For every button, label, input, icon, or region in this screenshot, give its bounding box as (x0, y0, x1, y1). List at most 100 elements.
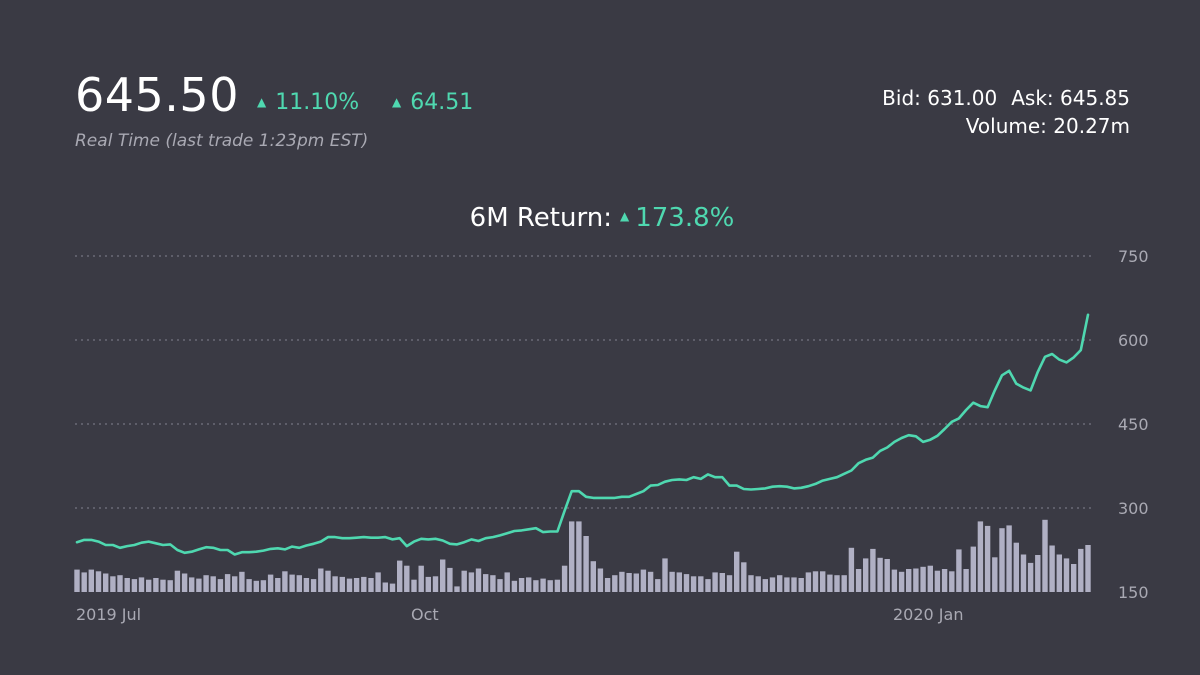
volume-bar (346, 578, 353, 592)
volume-bar (203, 575, 209, 592)
volume-bar (475, 568, 482, 592)
volume-bar (647, 571, 654, 592)
volume-bar (246, 579, 252, 592)
price-line (75, 313, 1090, 556)
volume-bar (619, 571, 625, 592)
volume-bar (88, 569, 94, 592)
volume-bar (461, 570, 467, 592)
volume-bar (820, 571, 826, 592)
volume-bar (963, 569, 969, 592)
volume-bar (232, 576, 238, 592)
volume-bar (784, 577, 790, 592)
volume-bar (741, 562, 747, 592)
volume-bar (1027, 562, 1034, 592)
volume-bar (533, 580, 539, 592)
volume-bar (468, 572, 475, 592)
volume-bar (253, 580, 259, 592)
volume-bar (167, 580, 173, 592)
volume-bar (690, 576, 697, 592)
volume-bar (397, 560, 403, 592)
volume-bar (734, 551, 740, 592)
volume-bar (1042, 519, 1048, 592)
volume-bar (110, 576, 116, 592)
volume-bar (497, 579, 503, 592)
volume-bar (447, 567, 453, 592)
volume-bar (260, 580, 267, 592)
volume-bar (927, 565, 933, 592)
x-tick-label: Oct (411, 605, 439, 624)
volume-bar (970, 546, 976, 592)
volume-bar (999, 528, 1005, 592)
change-percent-value: 11.10% (275, 90, 360, 115)
volume-bar (884, 559, 890, 592)
volume-bar (640, 569, 647, 592)
volume-bar (74, 569, 80, 592)
volume-bar (576, 521, 582, 592)
volume-bar (1049, 545, 1055, 592)
volume-bar (418, 565, 424, 592)
volume-bar (827, 574, 833, 592)
up-triangle-icon: ▲ (257, 95, 267, 109)
volume-bar (146, 579, 152, 592)
return-value: 173.8% (635, 203, 735, 233)
volume-bar (282, 571, 288, 592)
x-tick-label: 2019 Jul (76, 605, 141, 624)
volume-bar (1071, 564, 1077, 592)
bid-ask-line: Bid: 631.00 Ask: 645.85 (882, 84, 1130, 112)
volume-bar (310, 579, 317, 592)
volume-bar (103, 573, 109, 592)
volume-bar (404, 565, 410, 592)
x-tick-label: 2020 Jan (893, 605, 963, 624)
volume-bar (906, 569, 912, 592)
volume-bar (712, 572, 718, 592)
volume-bar (547, 580, 553, 592)
volume-bar (956, 549, 962, 592)
volume-bar (805, 572, 812, 592)
volume-bar (726, 575, 733, 592)
volume-bar (662, 558, 668, 592)
volume-bar (131, 579, 138, 592)
volume-bar (124, 578, 130, 592)
volume-bar (863, 558, 869, 592)
change-absolute: ▲ 64.51 (392, 90, 473, 115)
volume-bar (984, 525, 991, 592)
volume-bar (454, 586, 460, 592)
volume-bar (841, 575, 847, 592)
volume-bar (318, 568, 324, 592)
volume-bar (877, 557, 883, 592)
volume-bar (626, 573, 632, 592)
volume-bar (95, 571, 102, 592)
volume-bar (949, 571, 955, 592)
volume-bar (196, 578, 202, 592)
volume-bar (375, 572, 381, 592)
up-triangle-icon: ▲ (392, 95, 402, 109)
volume-bar (1006, 525, 1012, 592)
last-trade-subtitle: Real Time (last trade 1:23pm EST) (75, 131, 369, 151)
volume-bar (289, 574, 295, 592)
volume-bar (769, 577, 776, 592)
volume-bar (590, 561, 596, 592)
volume-bar (1056, 554, 1062, 592)
volume-bar (490, 575, 496, 592)
volume-bar (153, 578, 159, 592)
volume-bar (920, 566, 926, 592)
volume-bar (719, 573, 725, 592)
change-absolute-value: 64.51 (410, 90, 474, 115)
volume-bar (361, 576, 367, 592)
volume-bar (483, 574, 489, 592)
quote-box: Bid: 631.00 Ask: 645.85 Volume: 20.27m (882, 84, 1130, 140)
volume-bar (1078, 548, 1084, 592)
volume-bar (934, 570, 941, 592)
volume-bar (597, 568, 604, 592)
volume-bar (389, 583, 396, 592)
volume-bar (504, 572, 510, 592)
y-tick-label: 300 (1118, 499, 1149, 518)
y-tick-label: 600 (1118, 331, 1149, 350)
volume-bar (174, 570, 181, 592)
volume-bar (561, 565, 568, 592)
volume-bar (604, 578, 611, 592)
volume-bar (332, 576, 338, 592)
volume-bar (160, 579, 166, 592)
volume-bar (698, 576, 704, 592)
